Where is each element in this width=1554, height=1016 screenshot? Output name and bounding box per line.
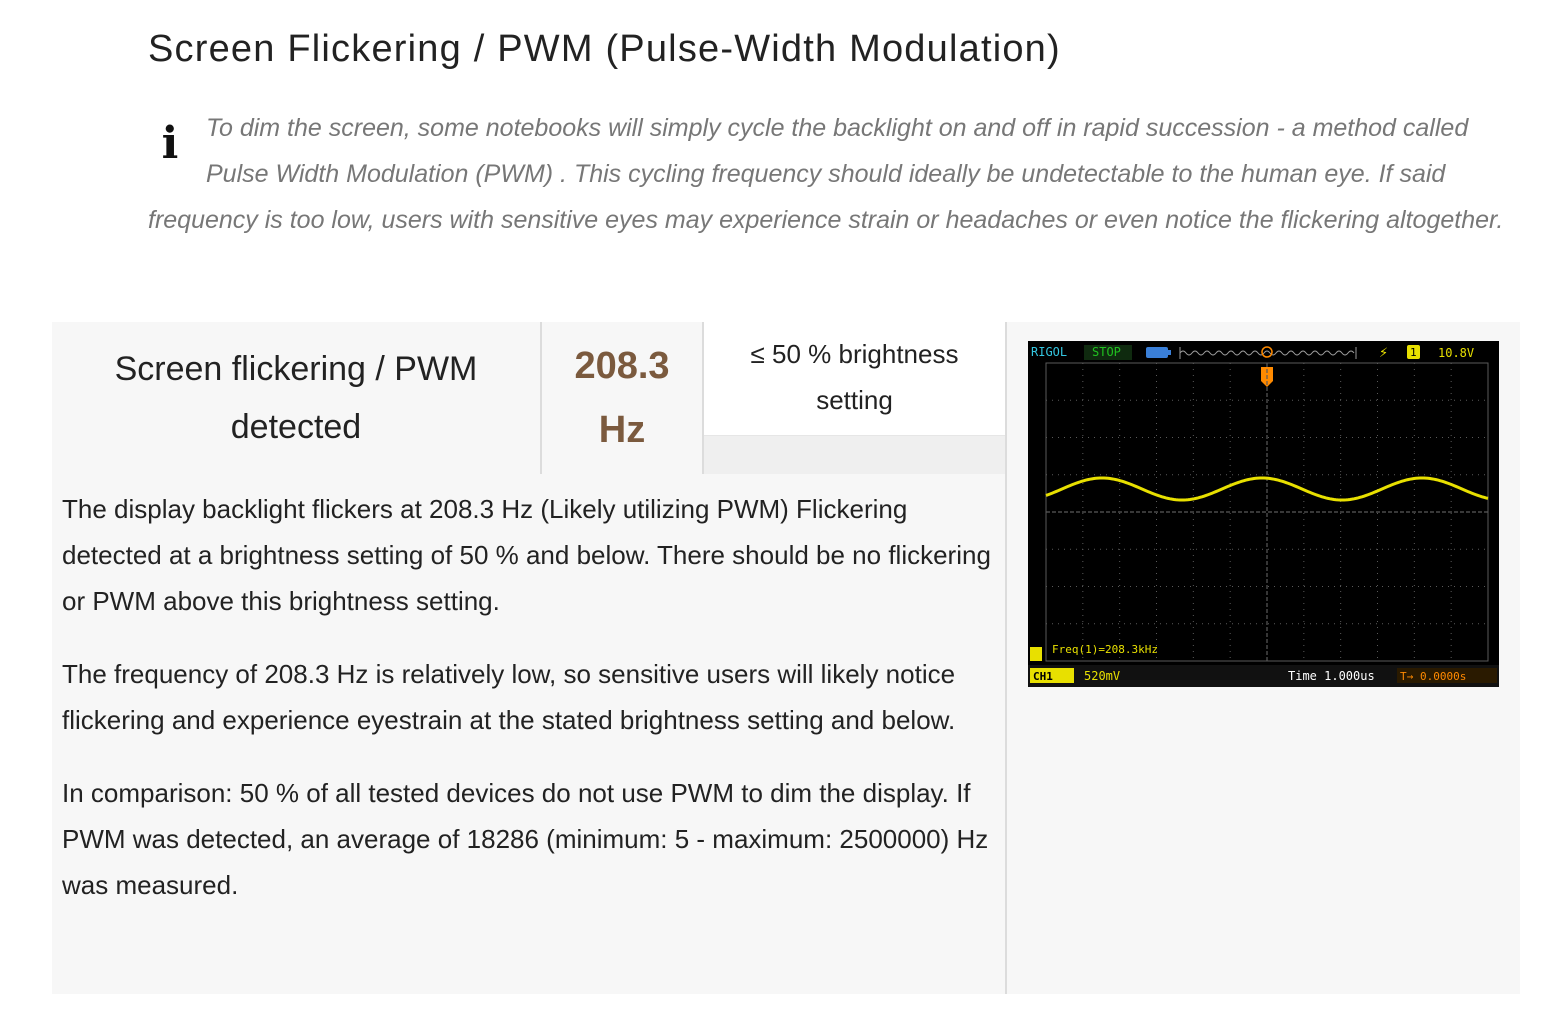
trigger-source-icon xyxy=(1407,345,1420,359)
memory-depth-waveform-icon xyxy=(1179,350,1355,356)
pwm-description: The display backlight flickers at 208.3 … xyxy=(62,486,992,935)
pwm-details: Screen flickering / PWM detected 208.3 H… xyxy=(52,322,1007,994)
pwm-frequency-cell: 208.3 Hz xyxy=(542,322,704,474)
oscilloscope-screenshot[interactable]: RIGOL STOP ⚡ 1 10.8V xyxy=(1028,341,1499,687)
oscilloscope-display: RIGOL STOP ⚡ 1 10.8V xyxy=(1028,341,1499,687)
pwm-frequency-unit: Hz xyxy=(598,409,646,451)
scope-grid xyxy=(1045,362,1489,662)
scope-stop-badge xyxy=(1084,345,1132,360)
info-text: To dim the screen, some notebooks will s… xyxy=(148,114,1504,234)
trigger-source-label: 1 xyxy=(1410,346,1417,359)
pwm-summary-row: Screen flickering / PWM detected 208.3 H… xyxy=(52,322,1005,474)
trigger-edge-icon: ⚡ xyxy=(1379,346,1388,361)
pwm-condition-cell: ≤ 50 % brightness setting xyxy=(704,322,1005,474)
scope-brand: RIGOL xyxy=(1031,345,1067,359)
info-block: i To dim the screen, some notebooks will… xyxy=(148,105,1518,243)
trigger-offset-badge xyxy=(1397,668,1497,683)
pwm-condition: ≤ 50 % brightness setting xyxy=(704,322,1005,436)
scope-state: STOP xyxy=(1092,345,1121,359)
battery-tip-icon xyxy=(1168,350,1171,355)
pwm-status-cell: Screen flickering / PWM detected xyxy=(52,322,542,474)
trigger-position-icon xyxy=(1261,346,1273,358)
channel-badge xyxy=(1030,668,1074,683)
channel-ground-marker-icon xyxy=(1030,647,1042,661)
pwm-frequency-value: 208.3 xyxy=(574,345,670,387)
pwm-paragraph: In comparison: 50 % of all tested device… xyxy=(62,778,989,900)
scope-volts-per-div: 520mV xyxy=(1084,669,1120,683)
trigger-offset-icon: T→ xyxy=(1400,670,1414,683)
scope-frequency-readout: Freq(1)=208.3kHz xyxy=(1052,643,1158,656)
info-icon: i xyxy=(161,118,179,169)
scope-trace xyxy=(1045,476,1489,502)
scope-time-base: Time 1.000us xyxy=(1288,669,1375,683)
scope-trigger-level: 10.8V xyxy=(1438,346,1474,360)
pwm-status: Screen flickering / PWM detected xyxy=(114,350,478,446)
trigger-marker-icon xyxy=(1261,367,1273,381)
pwm-panel: Screen flickering / PWM detected 208.3 H… xyxy=(52,322,1520,994)
pwm-image-column: RIGOL STOP ⚡ 1 10.8V xyxy=(1007,322,1520,994)
section-title: Screen Flickering / PWM (Pulse-Width Mod… xyxy=(148,28,1061,70)
battery-icon xyxy=(1146,347,1168,358)
scope-status-bar xyxy=(1028,665,1499,687)
pwm-paragraph: The frequency of 208.3 Hz is relatively … xyxy=(62,659,956,735)
scope-channel: CH1 xyxy=(1033,670,1053,683)
pwm-paragraph: The display backlight flickers at 208.3 … xyxy=(62,494,991,616)
scope-trigger-offset: 0.0000s xyxy=(1420,670,1466,683)
pwm-condition-footer xyxy=(704,436,1005,474)
